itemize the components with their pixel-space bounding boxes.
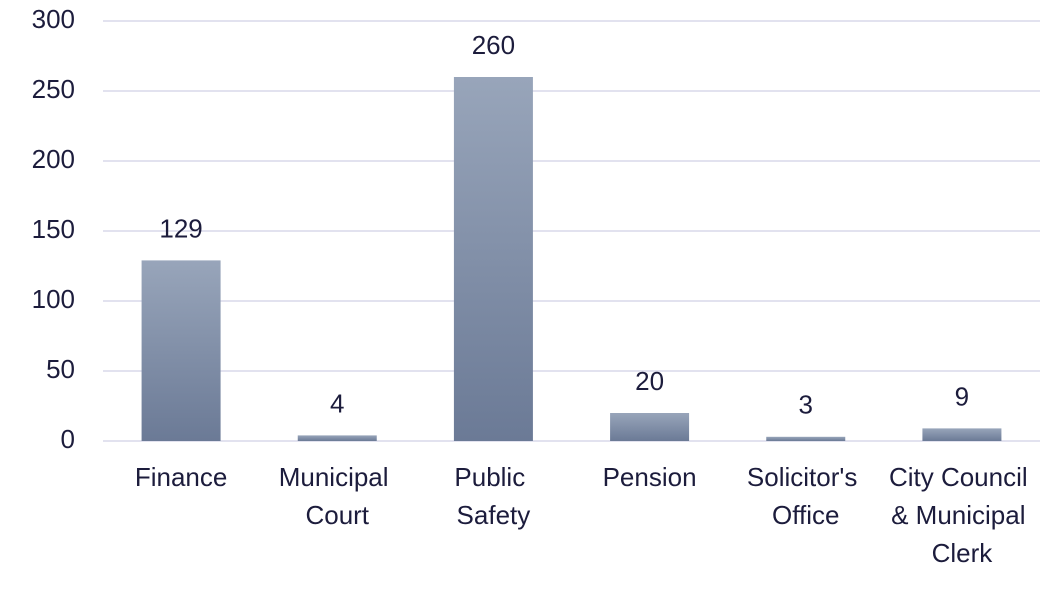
x-tick-label: Pension bbox=[603, 462, 697, 492]
x-tick-label: City Council & Municipal Clerk bbox=[889, 462, 1035, 568]
value-label: 9 bbox=[955, 381, 969, 411]
value-label: 129 bbox=[159, 213, 202, 243]
y-tick-label: 250 bbox=[32, 74, 75, 104]
bar bbox=[610, 413, 690, 441]
x-tick-label: Municipal Court bbox=[279, 462, 396, 530]
y-tick-label: 150 bbox=[32, 214, 75, 244]
x-tick-label: Solicitor's Office bbox=[747, 462, 865, 530]
bar bbox=[922, 428, 1002, 441]
value-label: 4 bbox=[330, 388, 344, 418]
value-label: 260 bbox=[472, 30, 515, 60]
y-tick-label: 100 bbox=[32, 284, 75, 314]
y-tick-label: 300 bbox=[32, 4, 75, 34]
y-tick-label: 0 bbox=[61, 424, 75, 454]
bar bbox=[453, 77, 533, 441]
bar bbox=[141, 260, 221, 441]
y-tick-label: 50 bbox=[46, 354, 75, 384]
y-tick-label: 200 bbox=[32, 144, 75, 174]
bar bbox=[297, 435, 377, 441]
bar bbox=[766, 436, 846, 441]
value-label: 3 bbox=[799, 390, 813, 420]
value-label: 20 bbox=[635, 366, 664, 396]
x-tick-label: Public Safety bbox=[454, 462, 532, 530]
x-tick-label: Finance bbox=[135, 462, 228, 492]
